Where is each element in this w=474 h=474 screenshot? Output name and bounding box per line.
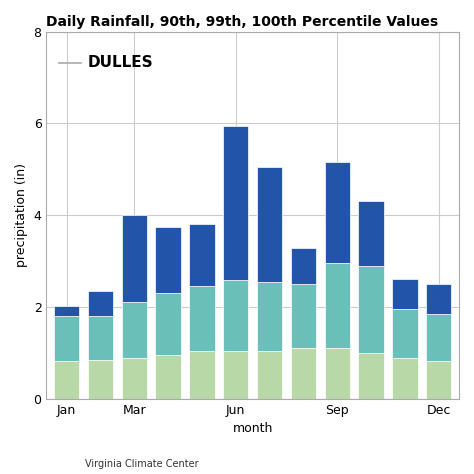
Bar bbox=[392, 279, 418, 310]
Bar bbox=[122, 302, 147, 357]
Bar bbox=[189, 351, 215, 399]
Bar bbox=[223, 126, 248, 280]
Bar bbox=[358, 353, 384, 399]
Bar bbox=[392, 310, 418, 357]
Bar bbox=[189, 286, 215, 351]
Bar bbox=[223, 351, 248, 399]
Bar bbox=[426, 361, 451, 399]
Bar bbox=[155, 356, 181, 399]
Bar bbox=[426, 284, 451, 314]
Bar bbox=[257, 282, 283, 351]
Bar bbox=[189, 224, 215, 286]
Bar bbox=[291, 248, 316, 284]
Bar bbox=[155, 293, 181, 356]
Bar bbox=[223, 280, 248, 351]
Bar bbox=[358, 201, 384, 266]
Y-axis label: precipitation (in): precipitation (in) bbox=[15, 163, 28, 267]
Bar bbox=[122, 215, 147, 302]
Bar bbox=[392, 357, 418, 399]
Bar bbox=[325, 348, 350, 399]
Bar bbox=[257, 351, 283, 399]
Bar bbox=[358, 266, 384, 353]
Bar bbox=[54, 361, 79, 399]
Bar bbox=[54, 306, 79, 316]
Bar bbox=[122, 357, 147, 399]
Bar bbox=[155, 227, 181, 293]
Bar bbox=[426, 314, 451, 361]
Bar bbox=[54, 316, 79, 361]
Bar bbox=[291, 348, 316, 399]
Bar bbox=[88, 316, 113, 360]
Bar bbox=[88, 360, 113, 399]
Text: DULLES: DULLES bbox=[88, 55, 153, 71]
X-axis label: month: month bbox=[233, 422, 273, 435]
Bar bbox=[257, 167, 283, 282]
Bar bbox=[88, 291, 113, 316]
Bar bbox=[291, 284, 316, 348]
Bar bbox=[325, 163, 350, 264]
Bar bbox=[325, 264, 350, 348]
Text: Daily Rainfall, 90th, 99th, 100th Percentile Values: Daily Rainfall, 90th, 99th, 100th Percen… bbox=[46, 15, 438, 29]
Text: Virginia Climate Center: Virginia Climate Center bbox=[85, 459, 199, 469]
